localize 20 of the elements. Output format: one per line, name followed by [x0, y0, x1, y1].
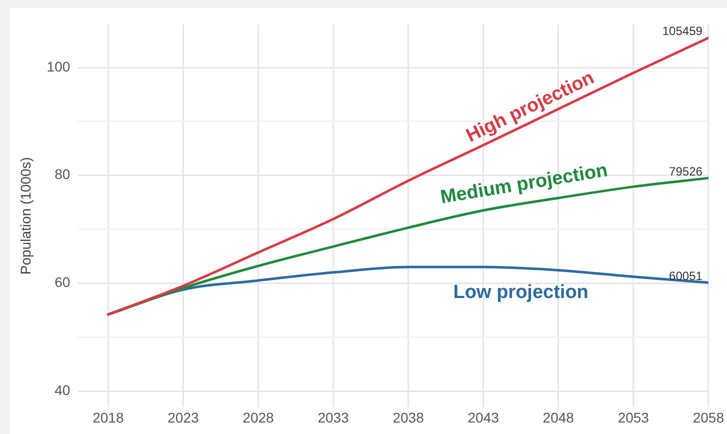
series-label: Low projection: [453, 282, 588, 303]
x-tick-label: 2018: [92, 409, 124, 426]
y-tick-label: 80: [54, 166, 70, 182]
x-tick-label: 2023: [168, 409, 199, 426]
y-tick-label: 100: [46, 58, 70, 74]
x-tick-label: 2058: [692, 409, 724, 426]
text: Medium projection: [439, 160, 610, 208]
line-series: [106, 36, 708, 316]
x-tick-label: 2043: [468, 409, 500, 426]
annotation: 60051: [669, 268, 703, 283]
annotation: 79526: [669, 164, 703, 178]
y-tick-label: 60: [54, 274, 70, 290]
annotation: 105459: [662, 24, 703, 38]
x-tick-label: 2033: [318, 409, 350, 426]
x-tick-label: 2028: [242, 409, 274, 426]
x-tick-label: 2053: [618, 409, 650, 426]
y-tick-label: 40: [54, 382, 70, 398]
x-tick-label: 2038: [392, 409, 424, 426]
x-tick-label: 2048: [542, 409, 574, 426]
y-axis-title: Population (1000s): [17, 157, 34, 275]
